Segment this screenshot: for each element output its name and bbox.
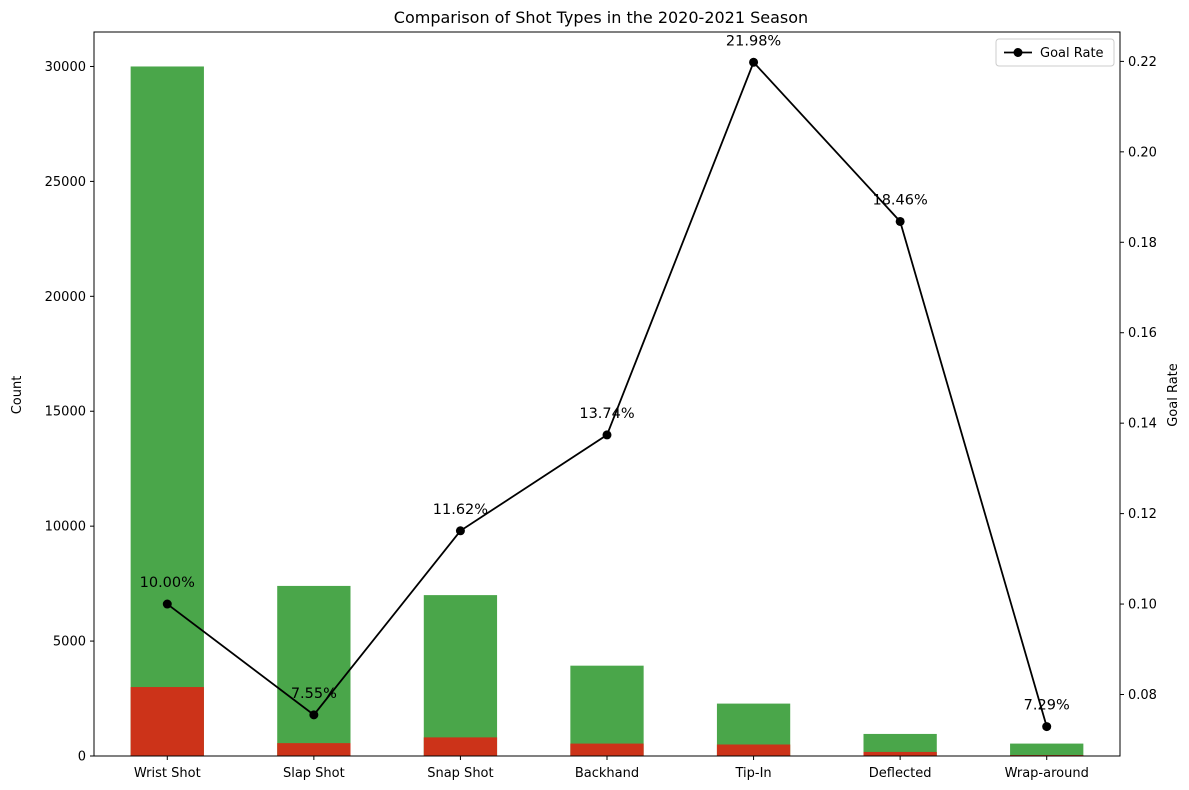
goal-rate-point-3 xyxy=(602,430,612,440)
y2-tick-label: 0.18 xyxy=(1128,236,1157,251)
x-tick-label: Tip-In xyxy=(734,766,771,781)
y-tick-label: 5000 xyxy=(53,635,86,650)
bar-goals-0 xyxy=(130,687,204,756)
y-tick-label: 20000 xyxy=(45,290,86,305)
y2-tick-label: 0.10 xyxy=(1128,598,1157,613)
y-tick-label: 30000 xyxy=(45,60,86,75)
legend-marker-swatch xyxy=(1013,48,1023,57)
legend: Goal Rate xyxy=(995,38,1115,67)
goal-rate-data-label: 21.98% xyxy=(726,33,781,49)
bar-total-5 xyxy=(863,733,937,756)
goal-rate-point-0 xyxy=(162,599,172,609)
goal-rate-data-label: 18.46% xyxy=(872,192,927,208)
x-tick-label: Deflected xyxy=(869,766,932,781)
legend-box xyxy=(995,38,1115,67)
axes-layer: 0 5000 10000 15000 20000 25000 30000 0.08 0.10 0.… xyxy=(45,31,1157,781)
x-tick-label: Wrap-around xyxy=(1005,766,1089,781)
goal-rate-data-label: 10.00% xyxy=(140,575,195,591)
bar-total-6 xyxy=(1010,743,1084,756)
y2-tick-label: 0.14 xyxy=(1128,417,1157,432)
y2-tick-label: 0.22 xyxy=(1128,55,1157,70)
x-tick-label: Snap Shot xyxy=(427,766,493,781)
bar-total-2 xyxy=(423,595,498,756)
bar-total-3 xyxy=(570,665,644,756)
y2-tick-label: 0.16 xyxy=(1128,326,1157,341)
data-labels-layer: 10.00% 7.55% 11.62% 13.74% 21.98% 18.46% 7.29% xyxy=(140,33,1070,713)
x-tick-label: Backhand xyxy=(575,766,639,781)
goal-rate-data-label: 7.29% xyxy=(1024,698,1070,714)
bars-layer xyxy=(130,66,1084,756)
goal-rate-point-2 xyxy=(455,526,465,536)
y-axis-title: Count xyxy=(10,376,25,415)
y2-tick-label: 0.08 xyxy=(1128,688,1157,703)
y2-tick-label: 0.20 xyxy=(1128,145,1157,160)
bar-goals-4 xyxy=(716,744,791,756)
legend-label: Goal Rate xyxy=(1040,46,1104,61)
bar-total-0 xyxy=(130,66,204,756)
goal-rate-point-4 xyxy=(749,57,759,67)
bar-total-1 xyxy=(277,585,351,756)
goal-rate-line-layer xyxy=(162,57,1052,732)
goal-rate-point-6 xyxy=(1042,722,1052,732)
y-tick-label: 10000 xyxy=(45,520,86,535)
y2-axis-title: Goal Rate xyxy=(1166,363,1181,427)
y-tick-label: 15000 xyxy=(45,405,86,420)
goal-rate-data-label: 11.62% xyxy=(433,502,488,518)
x-tick-label: Slap Shot xyxy=(283,766,345,781)
bar-goals-5 xyxy=(863,751,937,756)
goal-rate-data-label: 7.55% xyxy=(291,686,337,702)
bar-goals-2 xyxy=(423,737,498,756)
goal-rate-point-5 xyxy=(895,216,905,226)
goal-rate-data-label: 13.74% xyxy=(579,406,634,422)
bar-goals-1 xyxy=(277,743,351,756)
y2-tick-label: 0.12 xyxy=(1128,507,1157,522)
chart-title: Comparison of Shot Types in the 2020-202… xyxy=(394,8,808,27)
bar-goals-3 xyxy=(570,743,644,756)
x-tick-label: Wrist Shot xyxy=(134,766,201,781)
goal-rate-point-1 xyxy=(309,710,319,720)
y-tick-label: 25000 xyxy=(45,175,86,190)
y-tick-label: 0 xyxy=(78,750,86,765)
